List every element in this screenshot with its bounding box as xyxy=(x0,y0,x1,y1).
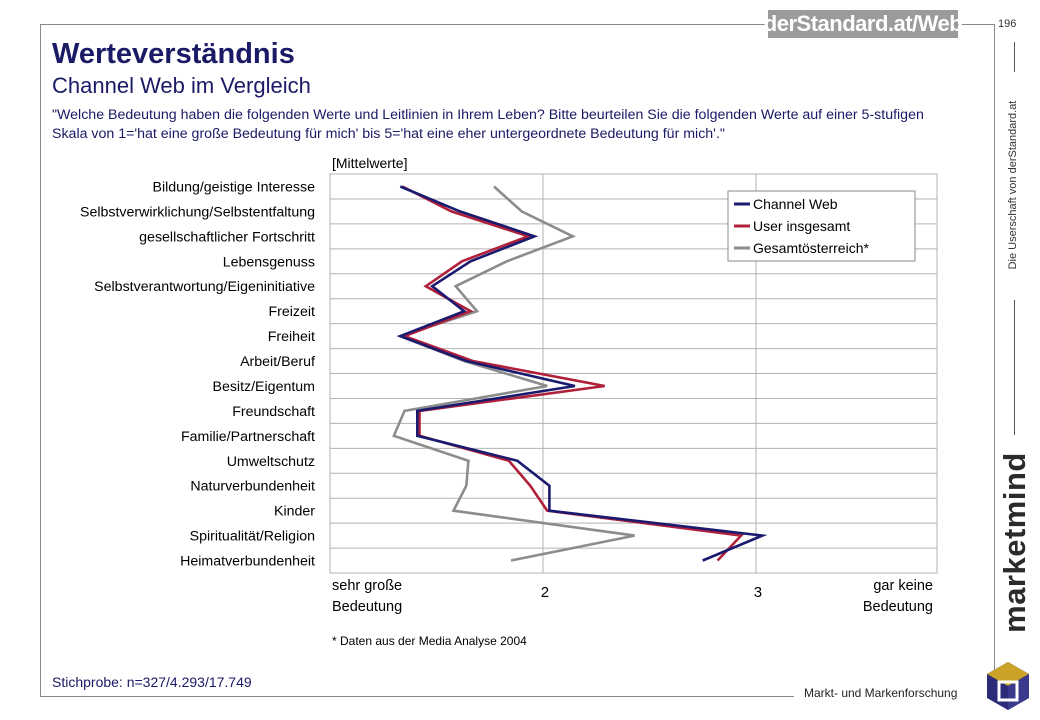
legend-label: Gesamtösterreich* xyxy=(753,240,869,256)
category-label: Freundschaft xyxy=(232,404,315,420)
page-number: 196 xyxy=(998,18,1017,30)
category-label: Selbstverwirklichung/Selbstentfaltung xyxy=(80,204,315,220)
x-axis-right-label: gar keine xyxy=(873,578,933,594)
marketmind-logo-text: marketmind xyxy=(997,452,1032,633)
slide-frame xyxy=(40,24,995,697)
category-label: Heimatverbundenheit xyxy=(180,554,315,570)
category-label: Kinder xyxy=(274,504,315,520)
page-title: Werteverständnis xyxy=(52,38,295,70)
chart-title: [Mittelwerte] xyxy=(332,155,407,171)
x-tick-label: 3 xyxy=(754,584,762,601)
page-subtitle: Channel Web im Vergleich xyxy=(52,73,311,98)
frame-bottom-line xyxy=(40,696,794,697)
sample-size: Stichprobe: n=327/4.293/17.749 xyxy=(52,674,252,690)
brand-text: derStandard.at/Web xyxy=(763,11,963,36)
x-axis-left-label: Bedeutung xyxy=(332,599,402,615)
cube-logo-icon xyxy=(987,662,1029,710)
x-axis-right-label: Bedeutung xyxy=(863,599,933,615)
footnote: * Daten aus der Media Analyse 2004 xyxy=(332,634,527,648)
series-line xyxy=(400,185,744,562)
category-label: Selbstverantwortung/Eigeninitiative xyxy=(94,279,315,295)
legend-label: User insgesamt xyxy=(753,218,850,234)
category-label: gesellschaftlicher Fortschritt xyxy=(139,229,315,245)
category-label: Freizeit xyxy=(268,304,315,320)
category-label: Bildung/geistige Interesse xyxy=(153,179,316,195)
marketmind-logo-wrap: marketmind xyxy=(995,450,1035,635)
category-label: Lebensgenuss xyxy=(223,254,315,270)
x-tick-label: 2 xyxy=(541,584,549,601)
survey-question: "Welche Bedeutung haben die folgenden We… xyxy=(52,107,924,142)
side-line-bottom xyxy=(1014,300,1015,435)
series-line xyxy=(396,185,768,562)
side-line-top xyxy=(1014,42,1015,72)
tagline: Markt- und Markenforschung xyxy=(804,686,958,700)
category-label: Familie/Partnerschaft xyxy=(181,429,315,445)
category-label: Spiritualität/Religion xyxy=(190,529,315,545)
x-axis-left-label: sehr große xyxy=(332,578,402,594)
legend-label: Channel Web xyxy=(753,196,838,212)
side-vertical-text: Die Userschaft von derStandard.at xyxy=(1007,100,1019,270)
side-vertical-text-wrap: Die Userschaft von derStandard.at xyxy=(1003,75,1023,295)
category-label: Umweltschutz xyxy=(227,454,315,470)
legend-box xyxy=(727,190,916,262)
category-label: Arbeit/Beruf xyxy=(240,354,315,370)
brand-logo: derStandard.at/Web xyxy=(764,10,963,38)
category-label: Besitz/Eigentum xyxy=(212,379,315,395)
series-line xyxy=(392,185,635,562)
category-label: Naturverbundenheit xyxy=(190,479,315,495)
category-label: Freiheit xyxy=(268,329,315,345)
